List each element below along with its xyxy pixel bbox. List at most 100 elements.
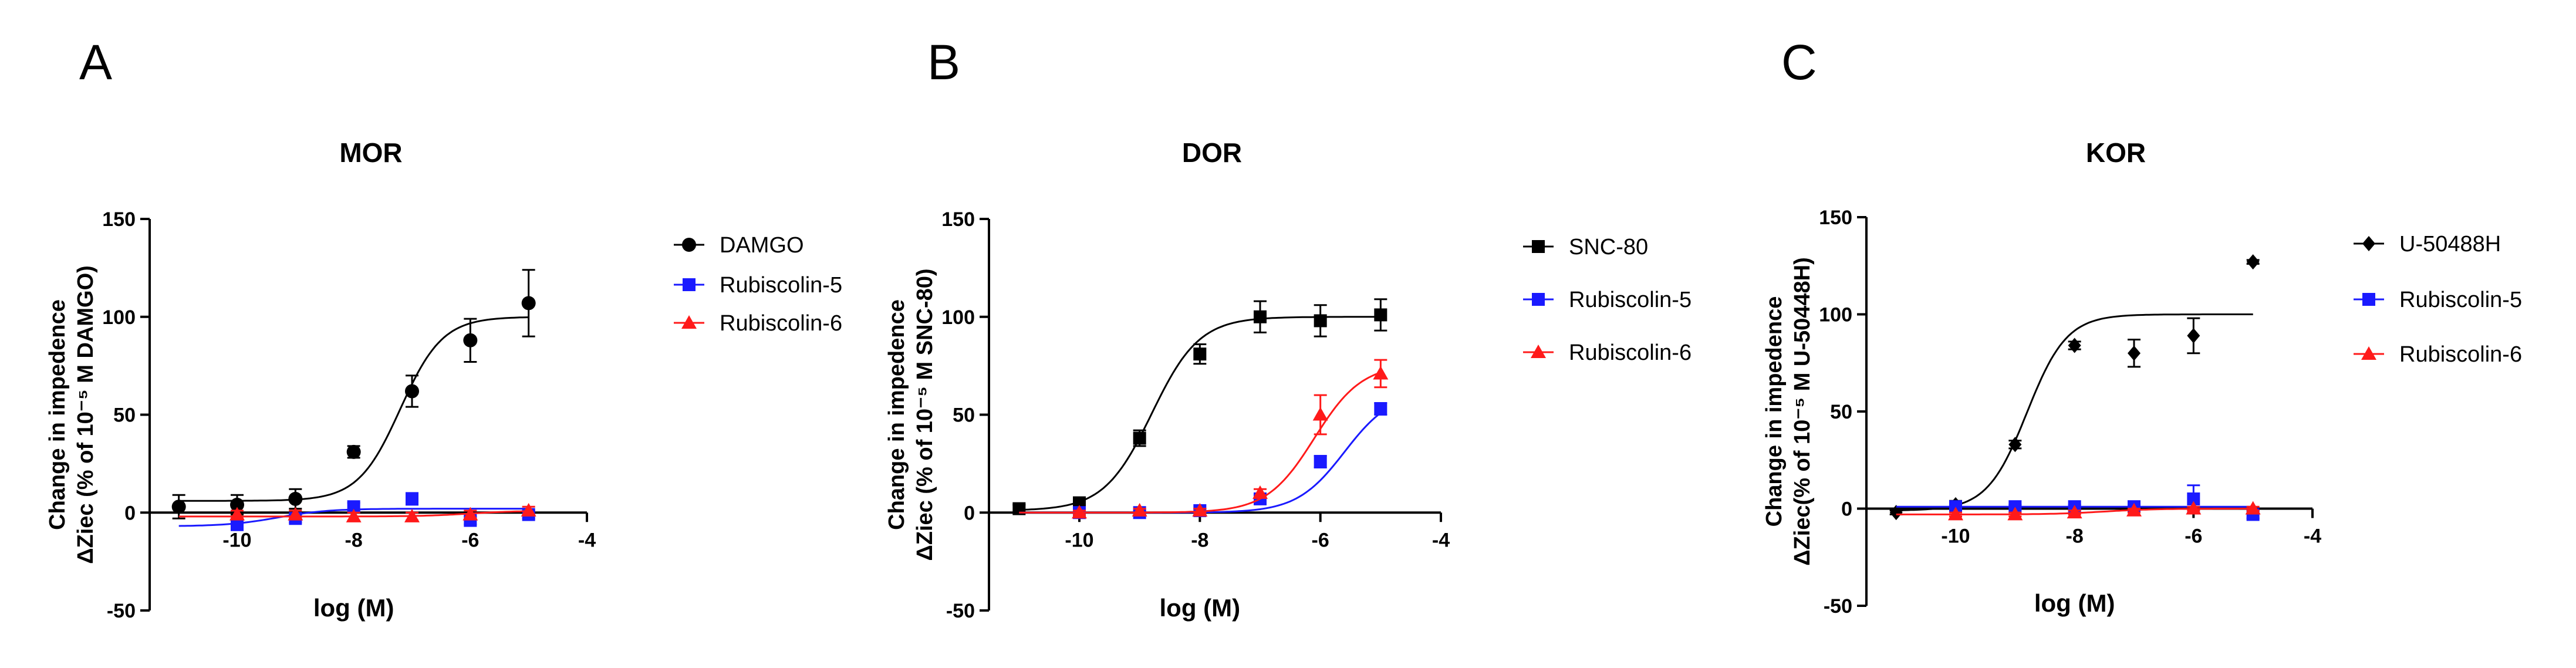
y-tick-label: 50 [113, 404, 136, 427]
data-point [404, 508, 420, 522]
y-tick-label: 50 [953, 404, 975, 427]
data-point [521, 502, 536, 517]
data-point [1374, 308, 1387, 322]
legend-marker [683, 278, 696, 291]
data-point [288, 507, 303, 521]
x-tick-label: -8 [345, 529, 363, 551]
data-point [2126, 502, 2142, 517]
data-point [2186, 501, 2202, 515]
x-tick-label: -8 [2066, 525, 2084, 548]
data-point [346, 444, 361, 459]
y-tick-label: 0 [1841, 498, 1852, 521]
y-tick-label: 100 [1819, 304, 1852, 326]
series-rubiscolin-6 [1019, 359, 1389, 519]
legend-marker [682, 238, 696, 252]
y-tick-label: -50 [946, 600, 975, 622]
x-tick-label: -6 [2185, 525, 2202, 548]
chart-title: KOR [2086, 137, 2146, 168]
data-point [2007, 507, 2023, 521]
y-tick-label: 0 [124, 502, 136, 524]
fit-curve [178, 316, 529, 502]
panel-letter: C [1781, 35, 1817, 90]
y-tick-label: 150 [1819, 207, 1852, 229]
data-point [2246, 254, 2260, 270]
y-axis-label-line2: ΔZiec (% of 10⁻⁵ M SNC-80) [913, 268, 937, 561]
panel-b: B DOR -50 0 50 100 150 -10 -8 -6 -4 log (M) Change i… [884, 35, 1692, 622]
data-point [1072, 505, 1087, 519]
legend-label: Rubiscolin-6 [2399, 342, 2522, 367]
series-rubiscolin-6 [178, 502, 536, 522]
x-tick-label: -4 [2304, 525, 2321, 548]
legend-marker [2362, 236, 2375, 251]
data-point [463, 333, 478, 348]
y-axis-label-line1: Change in impedence [1762, 296, 1787, 527]
data-point [1252, 485, 1268, 499]
legend-label: DAMGO [720, 233, 804, 258]
data-point [2068, 338, 2081, 353]
panel-a: A MOR -50 0 50 100 150 -10 -8 -6 -4 log (M) Change i… [45, 35, 842, 622]
chart-title: MOR [339, 137, 402, 168]
x-tick-label: -10 [222, 529, 251, 551]
chart-title: DOR [1182, 137, 1242, 168]
data-point [1373, 366, 1389, 380]
data-point [229, 507, 245, 521]
data-point [346, 508, 362, 522]
y-tick-label: -50 [107, 600, 136, 622]
panel-letter: B [927, 35, 960, 90]
x-axis-label: log (M) [313, 594, 394, 622]
data-point [1374, 402, 1387, 416]
data-point [1132, 502, 1147, 517]
data-point [171, 500, 186, 514]
data-point [288, 491, 303, 506]
y-tick-label: 50 [1830, 401, 1852, 423]
y-axis-label-line2: ΔZiec (% of 10⁻⁵ M DAMGO) [73, 265, 98, 564]
series-rubiscolin-6 [1896, 501, 2261, 521]
data-point [405, 384, 419, 399]
data-point [1314, 314, 1327, 328]
x-tick-label: -10 [1065, 529, 1093, 551]
data-point [1133, 431, 1146, 445]
y-tick-label: 150 [941, 208, 975, 231]
legend-label: U-50488H [2399, 232, 2501, 257]
data-point [1193, 348, 1207, 361]
legend-marker [1532, 240, 1545, 253]
data-point [406, 492, 418, 505]
data-point [347, 500, 360, 514]
data-point [2187, 328, 2200, 343]
data-point [2187, 492, 2200, 505]
data-point [1314, 455, 1327, 468]
legend-label: Rubiscolin-6 [720, 311, 842, 336]
y-axis-label-line2: ΔZiec(% of 10⁻⁵ M U-50448H) [1790, 257, 1815, 566]
data-point [2008, 437, 2022, 453]
x-tick-label: -4 [1432, 529, 1450, 551]
data-point [230, 497, 244, 512]
panel-c: C KOR -50 0 50 100 150 -10 -8 -6 -4 log (M) Change i… [1762, 35, 2522, 618]
x-axis-label: log (M) [2034, 589, 2115, 617]
y-tick-label: 100 [102, 306, 136, 329]
y-tick-label: 0 [964, 502, 975, 524]
data-point [462, 507, 478, 521]
y-axis-label-line1: Change in impedence [45, 299, 70, 530]
data-point [1312, 407, 1328, 421]
data-point [1949, 500, 1962, 514]
legend-marker [1532, 293, 1545, 306]
legend-label: Rubiscolin-5 [720, 273, 842, 298]
x-tick-label: -6 [461, 529, 479, 551]
data-point [2245, 501, 2261, 515]
x-tick-label: -8 [1191, 529, 1208, 551]
series-damgo [171, 269, 536, 519]
data-point [2008, 500, 2022, 514]
legend-label: Rubiscolin-5 [2399, 288, 2522, 312]
y-tick-label: 150 [102, 208, 136, 231]
y-tick-label: 100 [941, 306, 975, 329]
data-point [231, 518, 244, 531]
data-point [2067, 505, 2082, 519]
y-tick-label: -50 [1824, 595, 1852, 618]
data-point [2128, 345, 2141, 361]
panel-letter: A [79, 35, 112, 90]
legend-marker [2361, 346, 2376, 360]
series-snc-80 [1012, 298, 1387, 515]
x-tick-label: -6 [1312, 529, 1329, 551]
legend-label: Rubiscolin-6 [1569, 340, 1692, 365]
